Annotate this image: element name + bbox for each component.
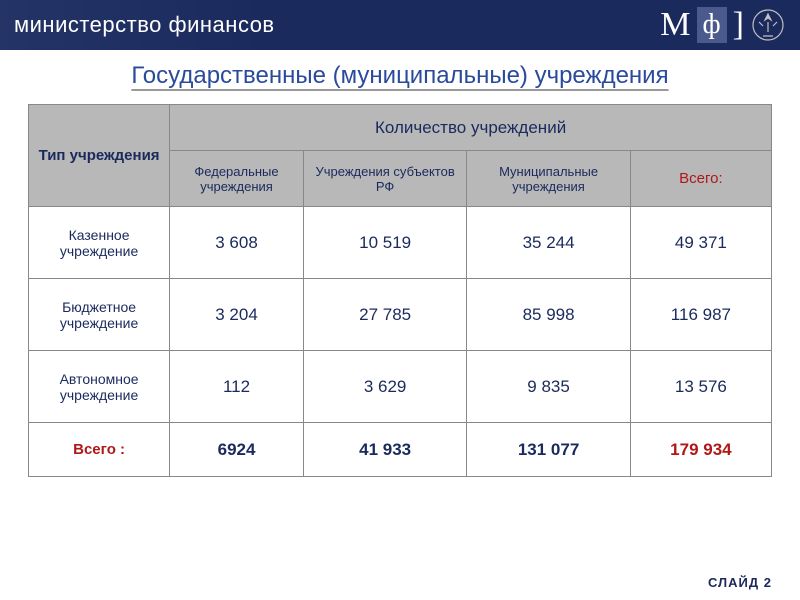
total-cell: 131 077 xyxy=(467,423,630,477)
table-row: Автономное учреждение 112 3 629 9 835 13… xyxy=(29,351,772,423)
table-total-row: Всего : 6924 41 933 131 077 179 934 xyxy=(29,423,772,477)
cell: 9 835 xyxy=(467,351,630,423)
emblem-icon xyxy=(750,7,786,43)
col-header-type: Тип учреждения xyxy=(29,105,170,207)
cell-row-total: 49 371 xyxy=(630,207,771,279)
content-panel: Государственные (муниципальные) учрежден… xyxy=(0,50,800,477)
cell-row-total: 13 576 xyxy=(630,351,771,423)
row-label: Бюджетное учреждение xyxy=(29,279,170,351)
cell: 3 204 xyxy=(170,279,304,351)
institutions-table: Тип учреждения Количество учреждений Фед… xyxy=(28,104,772,477)
logo: М ф ] xyxy=(660,6,786,44)
header-bar: министерство финансов М ф ] xyxy=(0,0,800,50)
total-cell: 6924 xyxy=(170,423,304,477)
table-row: Казенное учреждение 3 608 10 519 35 244 … xyxy=(29,207,772,279)
logo-letter-f: ф xyxy=(697,7,727,43)
col-header-total: Всего: xyxy=(630,151,771,207)
cell-row-total: 116 987 xyxy=(630,279,771,351)
slide-title: Государственные (муниципальные) учрежден… xyxy=(28,62,772,90)
cell: 10 519 xyxy=(303,207,466,279)
cell: 3 629 xyxy=(303,351,466,423)
total-cell: 41 933 xyxy=(303,423,466,477)
cell: 35 244 xyxy=(467,207,630,279)
ministry-title: министерство финансов xyxy=(14,12,275,38)
logo-letter-m: М xyxy=(660,6,690,44)
slide-number: СЛАЙД 2 xyxy=(708,575,772,590)
cell: 3 608 xyxy=(170,207,304,279)
col-header-federal: Федеральные учреждения xyxy=(170,151,304,207)
total-row-label: Всего : xyxy=(29,423,170,477)
row-label: Казенное учреждение xyxy=(29,207,170,279)
table-row: Бюджетное учреждение 3 204 27 785 85 998… xyxy=(29,279,772,351)
cell: 85 998 xyxy=(467,279,630,351)
col-header-municipal: Муниципальные учреждения xyxy=(467,151,630,207)
cell: 112 xyxy=(170,351,304,423)
col-header-group: Количество учреждений xyxy=(170,105,772,151)
row-label: Автономное учреждение xyxy=(29,351,170,423)
grand-total-cell: 179 934 xyxy=(630,423,771,477)
logo-bracket: ] xyxy=(733,6,744,44)
cell: 27 785 xyxy=(303,279,466,351)
col-header-regional: Учреждения субъектов РФ xyxy=(303,151,466,207)
